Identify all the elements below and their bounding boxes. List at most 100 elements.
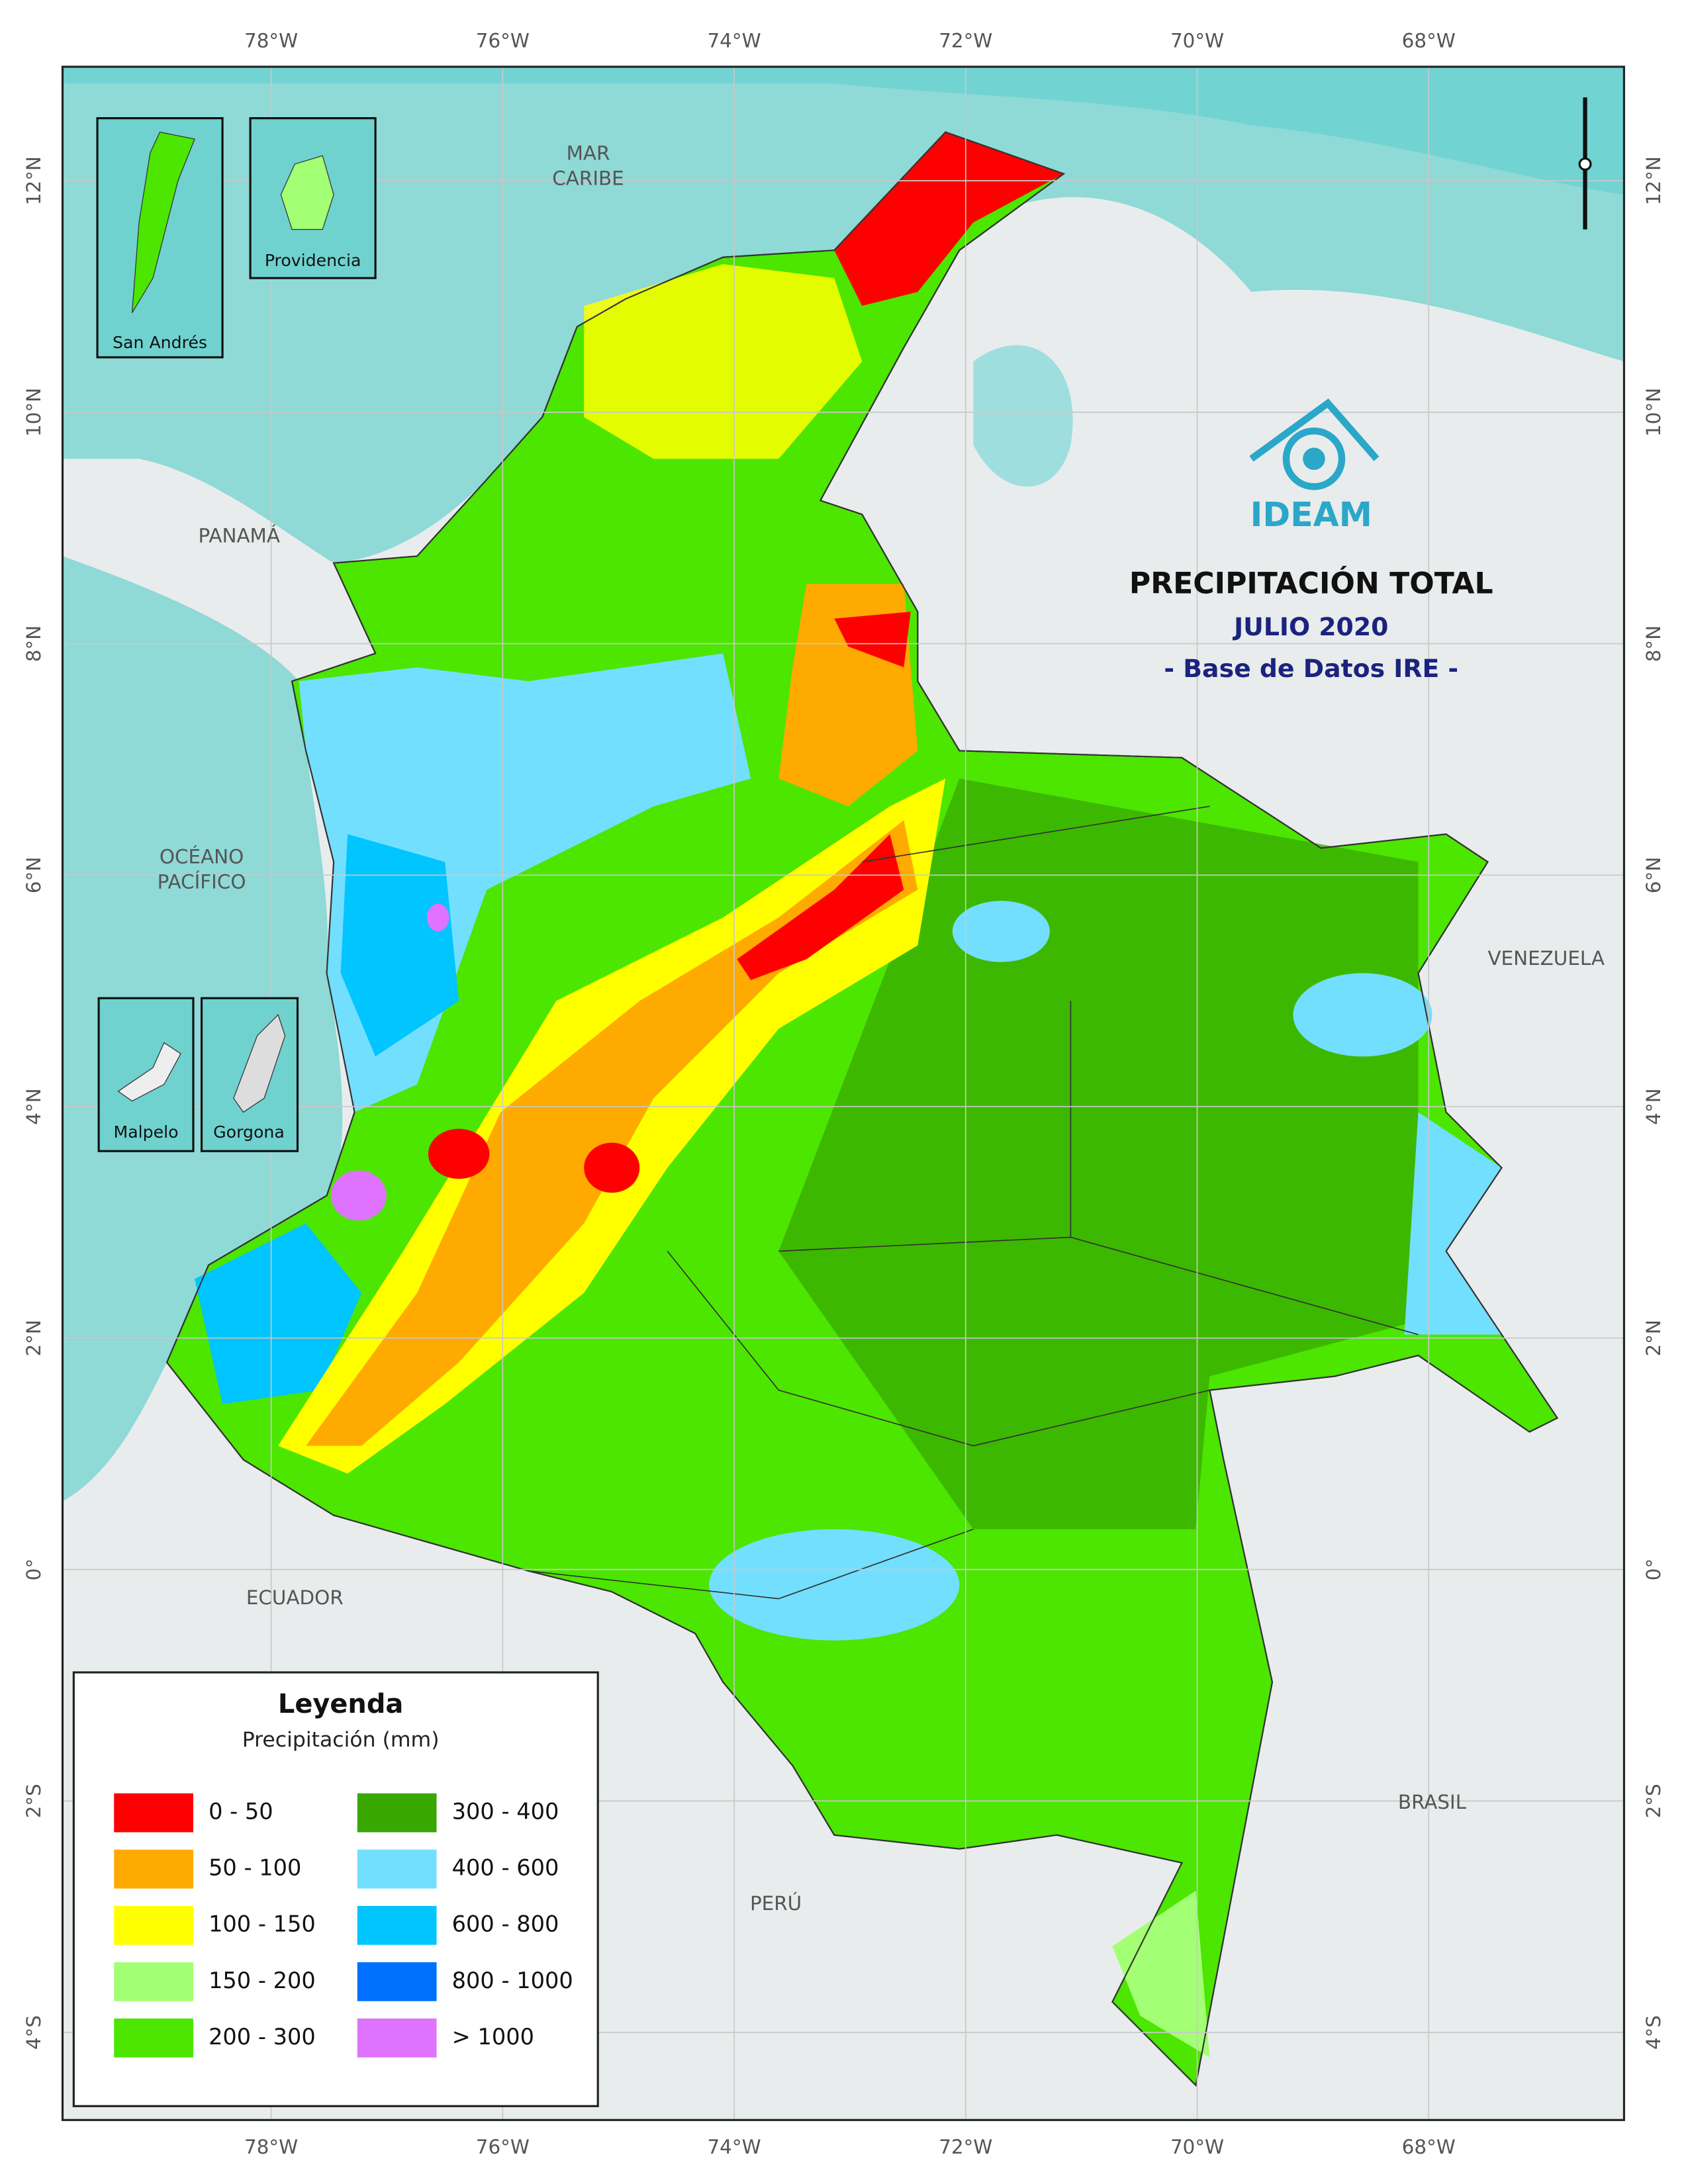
longitude-label: 74°W (707, 2136, 761, 2158)
legend-swatch (114, 1849, 193, 1889)
legend-label: 150 - 200 (209, 1968, 316, 1993)
legend-label: 300 - 400 (452, 1799, 559, 1825)
legend-label: 400 - 600 (452, 1855, 559, 1881)
longitude-label: 70°W (1170, 30, 1224, 52)
inset-frame (200, 997, 299, 1152)
place-label: CARIBE (552, 167, 624, 190)
longitude-label: 74°W (707, 30, 761, 52)
latitude-label: 2°N (23, 1320, 45, 1356)
place-label: MAR (567, 142, 610, 165)
orinoquia-zone (778, 778, 1419, 1529)
legend-swatch (357, 1793, 437, 1833)
latitude-label: 12°N (23, 156, 45, 205)
inset-label: Gorgona (213, 1122, 285, 1142)
longitude-label: 68°W (1402, 2136, 1456, 2158)
legend-label: 200 - 300 (209, 2024, 316, 2050)
legend-swatch (114, 1905, 193, 1945)
andes-drier-band (306, 820, 918, 1446)
latitude-label: 4°S (1642, 2015, 1665, 2050)
legend-subtitle: Precipitación (mm) (242, 1728, 440, 1752)
inset-island (131, 131, 195, 313)
longitude-label: 78°W (244, 2136, 298, 2158)
place-label: BRASIL (1398, 1791, 1467, 1813)
place-label: ECUADOR (246, 1586, 344, 1609)
latitude-label: 6°N (1642, 857, 1665, 893)
wet-patch (709, 1529, 960, 1641)
latitude-label: 10°N (23, 388, 45, 437)
latitude-label: 4°N (1642, 1088, 1665, 1124)
latitude-label: 8°N (23, 625, 45, 662)
legend-label: > 1000 (452, 2024, 534, 2050)
wet-patch (1293, 973, 1432, 1057)
pacific-wetter-zone (195, 1223, 362, 1404)
latitude-label: 12°N (1642, 156, 1665, 205)
place-label: PERÚ (750, 1891, 802, 1915)
amazon-patch (1112, 1890, 1210, 2058)
legend-title: Leyenda (278, 1689, 403, 1719)
legend-swatch (357, 1962, 437, 2001)
logo-text: IDEAM (1250, 495, 1372, 534)
legend-swatch (357, 1905, 437, 1945)
legend-label: 50 - 100 (209, 1855, 301, 1881)
dry-patch (584, 1142, 640, 1193)
latitude-label: 10°N (1642, 388, 1665, 437)
map-title: PRECIPITACIÓN TOTAL (1129, 565, 1493, 600)
longitude-label: 78°W (244, 30, 298, 52)
deep-sea (62, 66, 1624, 195)
inset-label: San Andrés (113, 333, 207, 352)
legend-label: 0 - 50 (209, 1799, 273, 1825)
inset-label: Providencia (265, 251, 361, 270)
legend-label: 100 - 150 (209, 1911, 316, 1937)
caribbean-dry-zone (584, 264, 863, 459)
extreme-patch (330, 1170, 387, 1221)
pacific-wetter-zone (340, 834, 459, 1057)
latitude-label: 4°S (23, 2015, 45, 2050)
caribbean-sea (62, 66, 1624, 563)
latitude-label: 0° (23, 1559, 45, 1580)
north-arrow (1578, 97, 1592, 230)
latitude-label: 8°N (1642, 625, 1665, 662)
extreme-patch (426, 903, 449, 932)
latitude-label: 2°N (1642, 1320, 1665, 1356)
legend: Leyenda Precipitación (mm) 0 - 50 50 - 10… (72, 1671, 599, 2107)
longitude-label: 70°W (1170, 2136, 1224, 2158)
inset-island (117, 1042, 181, 1102)
map-period: JULIO 2020 (1232, 612, 1388, 641)
map-border (61, 66, 1625, 2121)
map-source: - Base de Datos IRE - (1164, 654, 1458, 683)
place-label: OCÉANO (160, 845, 244, 868)
latitude-label: 6°N (23, 857, 45, 893)
legend-swatch (357, 1849, 437, 1889)
latitude-label: 2°S (23, 1784, 45, 1818)
maracaibo-lake (973, 345, 1073, 487)
legend-swatch (357, 2018, 437, 2058)
inset-label: Malpelo (114, 1122, 179, 1142)
logo: IDEAM (1249, 398, 1380, 534)
place-label: VENEZUELA (1487, 947, 1605, 970)
longitude-label: 76°W (476, 2136, 530, 2158)
wet-patch (952, 901, 1050, 962)
dry-patch (428, 1128, 490, 1179)
latitude-label: 2°S (1642, 1784, 1665, 1818)
longitude-label: 72°W (939, 2136, 992, 2158)
legend-swatch (114, 1962, 193, 2001)
inset-island (233, 1014, 286, 1113)
legend-swatch (114, 2018, 193, 2058)
longitude-label: 72°W (939, 30, 992, 52)
department-borders (528, 805, 1419, 1600)
latitude-label: 4°N (23, 1088, 45, 1124)
inset-island (280, 155, 334, 230)
longitude-label: 68°W (1402, 30, 1456, 52)
andes-driest-band (737, 834, 904, 980)
legend-label: 600 - 800 (452, 1911, 559, 1937)
legend-label: 800 - 1000 (452, 1968, 573, 1993)
country-border (165, 131, 1559, 2087)
longitude-label: 76°W (476, 30, 530, 52)
santander-driest-zone (834, 612, 911, 668)
place-label: PACÍFICO (158, 870, 246, 893)
guajira-driest-zone (834, 132, 1064, 306)
latitude-label: 0° (1642, 1559, 1665, 1580)
legend-swatch (114, 1793, 193, 1833)
